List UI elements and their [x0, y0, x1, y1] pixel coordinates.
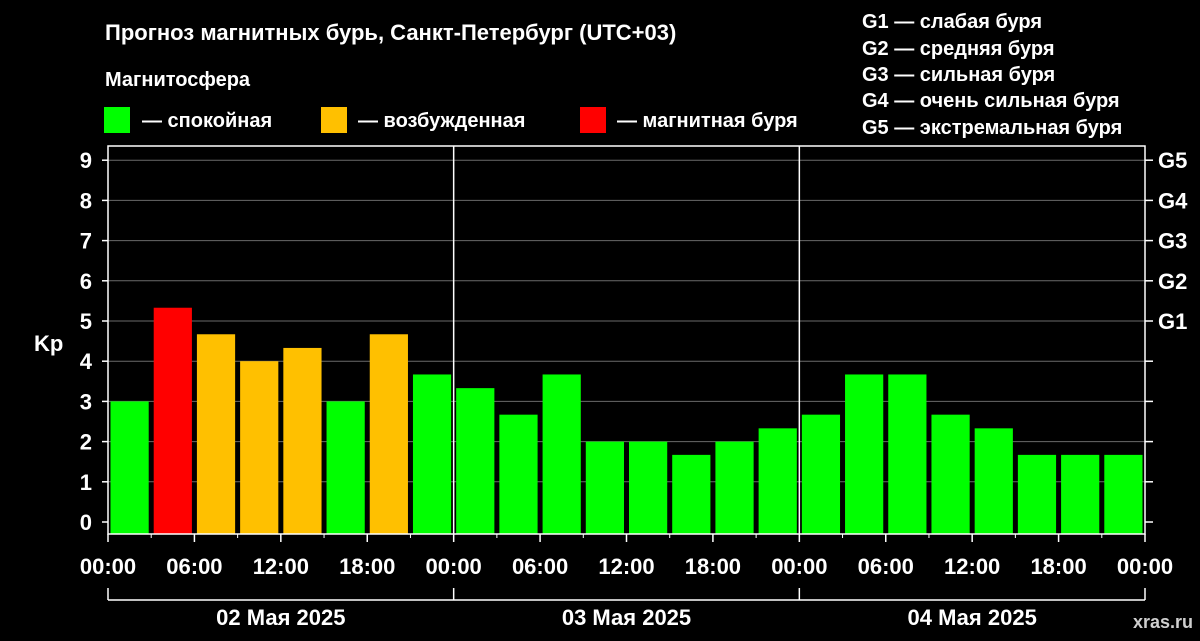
bar	[110, 401, 149, 534]
y-tick-label: 5	[80, 309, 92, 334]
x-tick-label: 00:00	[771, 554, 827, 579]
x-tick-label: 06:00	[512, 554, 568, 579]
g-scale-g1: G1 — слабая буря	[862, 11, 1042, 33]
day-label: 04 Мая 2025	[908, 605, 1037, 630]
bar	[499, 414, 538, 534]
g-scale-g2: G2 — средняя буря	[862, 38, 1055, 60]
bar	[715, 441, 754, 534]
y2-tick-label: G5	[1158, 148, 1187, 173]
legend-heading: Магнитосфера	[105, 69, 251, 91]
grid-layer	[108, 159, 1145, 483]
x-tick-label: 00:00	[426, 554, 482, 579]
bar	[412, 374, 452, 534]
y-axis-title: Kp	[34, 331, 63, 356]
watermark: xras.ru	[1133, 612, 1193, 632]
chart-title: Прогноз магнитных бурь, Санкт-Петербург …	[105, 20, 676, 45]
bar	[1061, 454, 1100, 534]
x-tick-label: 12:00	[253, 554, 309, 579]
bar	[629, 441, 668, 534]
x-tick-label: 18:00	[1030, 554, 1086, 579]
bar	[326, 401, 365, 534]
y-tick-label: 2	[80, 430, 92, 455]
y-tick-label: 9	[80, 148, 92, 173]
y2-tick-label: G3	[1158, 229, 1187, 254]
bar	[888, 374, 927, 534]
day-label: 02 Мая 2025	[216, 605, 345, 630]
y-tick-label: 0	[80, 510, 92, 535]
legend-swatch-calm	[104, 107, 130, 133]
x-tick-label: 12:00	[598, 554, 654, 579]
bar	[1104, 454, 1143, 534]
x-tick-label: 06:00	[166, 554, 222, 579]
y-tick-label: 1	[80, 470, 92, 495]
bar	[801, 414, 841, 534]
bar	[196, 334, 236, 534]
y2-tick-label: G2	[1158, 269, 1187, 294]
legend-item-calm: — спокойная	[104, 107, 272, 133]
bar	[240, 361, 279, 534]
legend-item-excited: — возбужденная	[321, 107, 525, 133]
x-tick-label: 06:00	[858, 554, 914, 579]
legend-swatch-excited	[321, 107, 347, 133]
bar	[758, 428, 797, 534]
g-scale-g4: G4 — очень сильная буря	[862, 90, 1120, 112]
y-tick-label: 4	[80, 349, 93, 374]
g-scale-g3: G3 — сильная буря	[862, 64, 1055, 86]
g-scale-list: G1 — слабая буря G2 — средняя буря G3 — …	[862, 11, 1122, 139]
bar	[931, 414, 970, 534]
bar	[542, 374, 581, 534]
day-label: 03 Мая 2025	[562, 605, 691, 630]
bar	[585, 441, 624, 534]
bar	[672, 454, 711, 534]
x-tick-label: 18:00	[339, 554, 395, 579]
bar	[845, 374, 884, 534]
y-tick-label: 8	[80, 188, 92, 213]
legend-label-storm: — магнитная буря	[617, 110, 798, 132]
legend-item-storm: — магнитная буря	[580, 107, 798, 133]
legend-label-calm: — спокойная	[142, 110, 272, 132]
bar	[283, 347, 322, 534]
x-tick-label: 00:00	[80, 554, 136, 579]
g-scale-g5: G5 — экстремальная буря	[862, 117, 1122, 139]
bar	[974, 428, 1013, 534]
legend-label-excited: — возбужденная	[358, 110, 525, 132]
bar	[456, 388, 495, 534]
axis-layer: 0 1 2 3 4 5 6 7 8 9 G1 G2 G3 G4 G5 00:00 06:00 12:00 18:00…	[80, 148, 1188, 630]
y2-tick-label: G1	[1158, 309, 1187, 334]
y-tick-label: 6	[80, 269, 92, 294]
bar	[1017, 454, 1057, 534]
bar	[369, 334, 408, 534]
y-tick-label: 3	[80, 389, 92, 414]
x-tick-label: 00:00	[1117, 554, 1173, 579]
x-tick-label: 12:00	[944, 554, 1000, 579]
y-tick-label: 7	[80, 229, 92, 254]
x-tick-label: 18:00	[685, 554, 741, 579]
legend-swatch-storm	[580, 107, 606, 133]
y2-tick-label: G4	[1158, 188, 1188, 213]
bar-layer	[110, 307, 1143, 534]
bar	[153, 307, 192, 534]
